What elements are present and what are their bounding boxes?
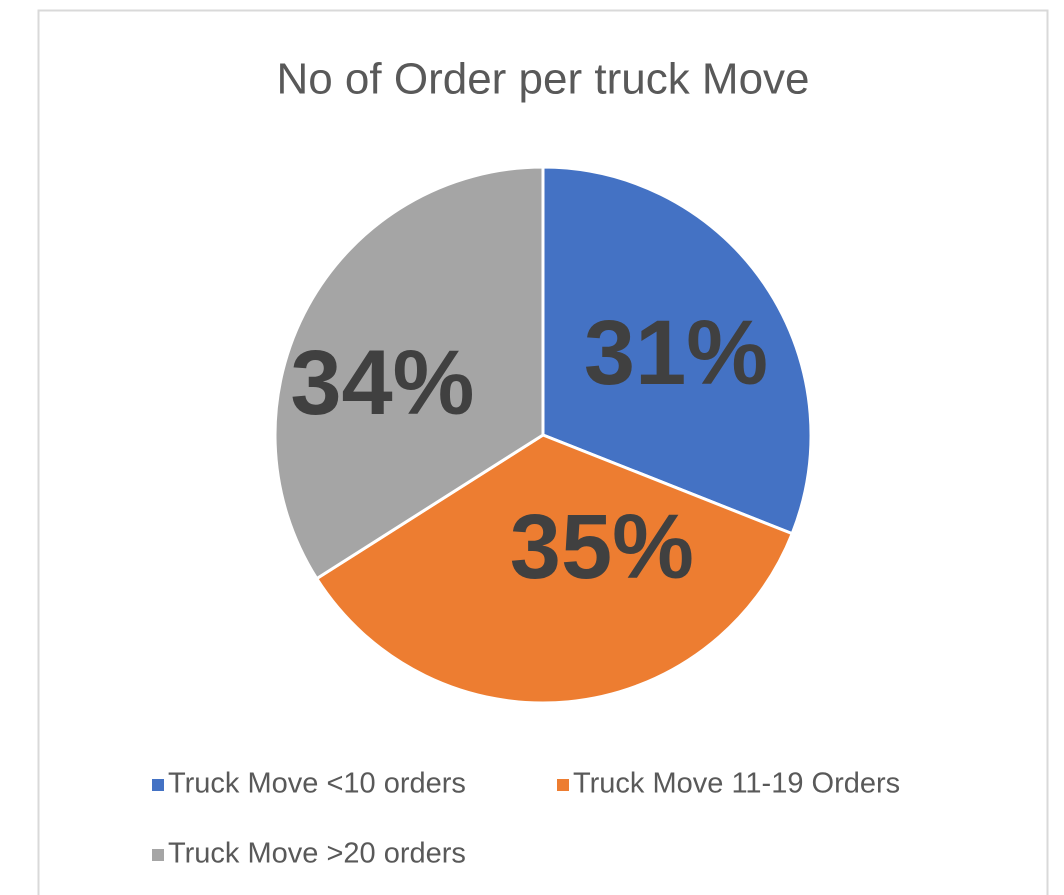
pie-slice	[273, 165, 545, 581]
legend-swatch	[557, 779, 569, 791]
legend-label: Truck Move <10 orders	[168, 768, 466, 800]
legend-label: Truck Move 11-19 Orders	[573, 768, 900, 800]
data-label: 35%	[510, 496, 694, 598]
pie-slice	[314, 433, 795, 705]
legend-swatch	[152, 779, 164, 791]
data-label: 34%	[290, 332, 474, 434]
legend-swatch	[152, 849, 164, 861]
legend-label: Truck Move >20 orders	[168, 838, 466, 870]
chart-title: No of Order per truck Move	[276, 55, 809, 104]
pie-slice	[541, 165, 813, 536]
data-label: 31%	[584, 302, 768, 404]
